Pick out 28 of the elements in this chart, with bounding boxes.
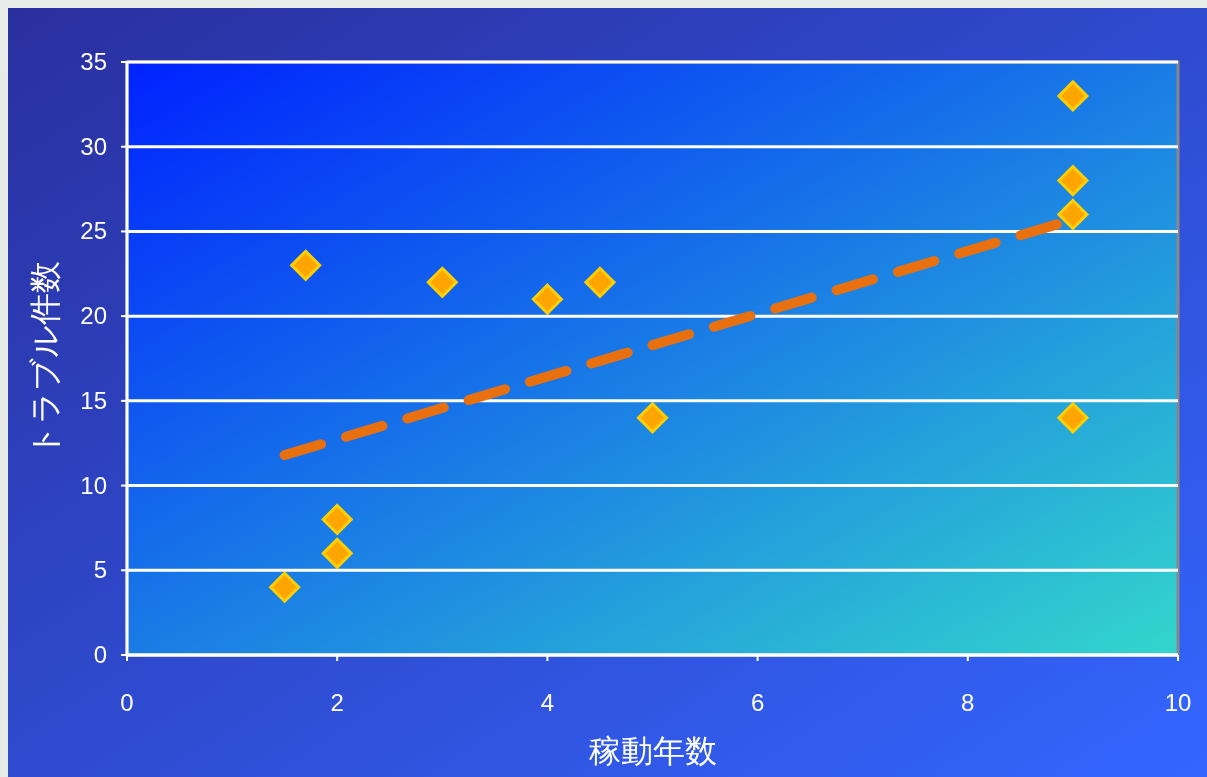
y-tick-label: 0 [93,641,107,668]
x-tick-label: 8 [961,689,975,716]
x-axis-title: 稼動年数 [588,733,717,769]
y-tick-label: 25 [80,217,107,245]
point [290,249,322,281]
point [1057,165,1089,197]
x-tick-label: 10 [1164,689,1192,716]
point [269,571,301,603]
point [637,402,668,434]
y-tick-label: 5 [93,556,107,584]
point [531,283,563,315]
point [1057,402,1089,434]
y-tick-label: 35 [80,48,107,75]
y-tick-label: 10 [80,471,107,499]
x-tick-label: 0 [120,689,134,716]
y-axis-title: トラブル件数 [27,260,63,457]
point [584,266,616,298]
y-tick-label: 20 [80,302,107,330]
x-tick-label: 4 [540,689,555,716]
point [426,266,458,298]
point [321,537,353,569]
x-tick-label: 6 [750,689,765,716]
x-tick-label: 2 [330,689,344,716]
point [1057,80,1089,112]
y-tick-label: 15 [80,386,107,414]
point [1057,198,1089,230]
point [321,503,353,535]
y-tick-label: 30 [80,132,107,160]
